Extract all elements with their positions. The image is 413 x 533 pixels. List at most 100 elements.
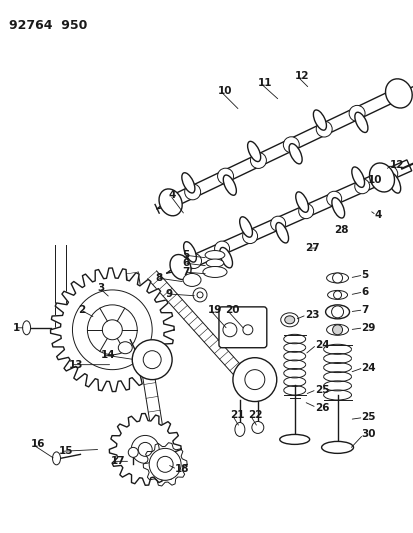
Ellipse shape [118, 342, 132, 354]
Text: 6: 6 [361, 287, 368, 297]
Circle shape [332, 325, 342, 335]
Text: 14: 14 [100, 350, 115, 360]
Text: 1: 1 [13, 323, 20, 333]
Text: 10: 10 [367, 175, 381, 185]
Ellipse shape [316, 121, 331, 137]
Text: 5: 5 [361, 270, 368, 280]
Text: 5: 5 [182, 250, 189, 260]
Circle shape [331, 306, 343, 318]
Text: 4: 4 [168, 190, 175, 200]
Text: 21: 21 [229, 409, 244, 419]
Ellipse shape [170, 255, 190, 279]
Ellipse shape [282, 137, 299, 153]
Circle shape [242, 325, 252, 335]
Polygon shape [109, 414, 180, 485]
Ellipse shape [247, 141, 260, 161]
Polygon shape [50, 268, 174, 392]
Text: 8: 8 [155, 273, 162, 283]
Ellipse shape [354, 179, 369, 193]
Ellipse shape [382, 166, 397, 181]
Text: 15: 15 [58, 446, 73, 456]
Text: 30: 30 [361, 430, 375, 439]
Text: 28: 28 [334, 225, 348, 235]
Text: 12: 12 [389, 160, 403, 171]
Ellipse shape [239, 217, 252, 237]
Text: 10: 10 [217, 86, 232, 95]
FancyBboxPatch shape [218, 307, 266, 348]
Text: 24: 24 [314, 340, 328, 350]
Circle shape [132, 340, 172, 379]
Text: 12: 12 [294, 71, 309, 80]
Polygon shape [182, 160, 411, 270]
Text: 17: 17 [110, 456, 125, 466]
Ellipse shape [183, 241, 196, 262]
Ellipse shape [354, 112, 367, 133]
Ellipse shape [321, 441, 353, 454]
Ellipse shape [223, 175, 236, 195]
Ellipse shape [23, 321, 31, 335]
Text: 18: 18 [175, 464, 189, 474]
Ellipse shape [270, 216, 285, 231]
Text: 22: 22 [247, 409, 262, 419]
Ellipse shape [206, 259, 223, 267]
Text: 20: 20 [224, 305, 239, 315]
Ellipse shape [368, 163, 394, 192]
Ellipse shape [217, 168, 233, 184]
Text: 11: 11 [257, 78, 272, 87]
Text: 26: 26 [314, 402, 328, 413]
Ellipse shape [387, 173, 400, 193]
Ellipse shape [326, 324, 348, 335]
Circle shape [333, 291, 341, 299]
Ellipse shape [313, 110, 325, 130]
Ellipse shape [214, 241, 229, 256]
Text: 2: 2 [78, 305, 85, 315]
Text: 25: 25 [314, 385, 328, 394]
Ellipse shape [348, 106, 364, 122]
Ellipse shape [295, 192, 308, 212]
Ellipse shape [284, 316, 294, 324]
Ellipse shape [279, 434, 309, 445]
Text: 25: 25 [361, 413, 375, 423]
Ellipse shape [326, 191, 341, 206]
Text: 24: 24 [361, 362, 375, 373]
Text: 92764  950: 92764 950 [9, 19, 87, 32]
Text: 16: 16 [31, 439, 45, 449]
Ellipse shape [385, 79, 411, 108]
Text: 7: 7 [182, 267, 189, 277]
Circle shape [157, 456, 173, 472]
Circle shape [128, 447, 138, 457]
Polygon shape [172, 90, 396, 206]
Circle shape [233, 358, 276, 401]
Circle shape [143, 351, 161, 369]
Ellipse shape [219, 247, 232, 268]
Circle shape [192, 288, 206, 302]
Text: 7: 7 [361, 305, 368, 315]
Text: 4: 4 [373, 210, 381, 220]
Ellipse shape [331, 198, 344, 218]
Text: 29: 29 [361, 323, 375, 333]
Ellipse shape [275, 223, 288, 243]
Text: 6: 6 [182, 258, 189, 268]
Ellipse shape [234, 423, 244, 437]
Text: 19: 19 [207, 305, 222, 315]
Text: 13: 13 [68, 360, 83, 370]
Ellipse shape [250, 152, 266, 168]
Ellipse shape [184, 184, 200, 200]
Text: 3: 3 [97, 283, 104, 293]
Circle shape [223, 323, 236, 337]
Ellipse shape [202, 266, 226, 278]
Text: 23: 23 [304, 310, 318, 320]
Circle shape [149, 448, 180, 480]
Ellipse shape [159, 189, 182, 216]
Text: 27: 27 [304, 243, 318, 253]
Circle shape [197, 292, 202, 298]
Circle shape [332, 273, 342, 283]
Ellipse shape [186, 254, 201, 269]
Ellipse shape [288, 143, 301, 164]
Circle shape [244, 370, 264, 390]
Text: 9: 9 [165, 289, 172, 299]
Ellipse shape [52, 452, 60, 465]
Ellipse shape [280, 313, 298, 327]
Ellipse shape [181, 173, 195, 193]
Ellipse shape [325, 305, 349, 319]
